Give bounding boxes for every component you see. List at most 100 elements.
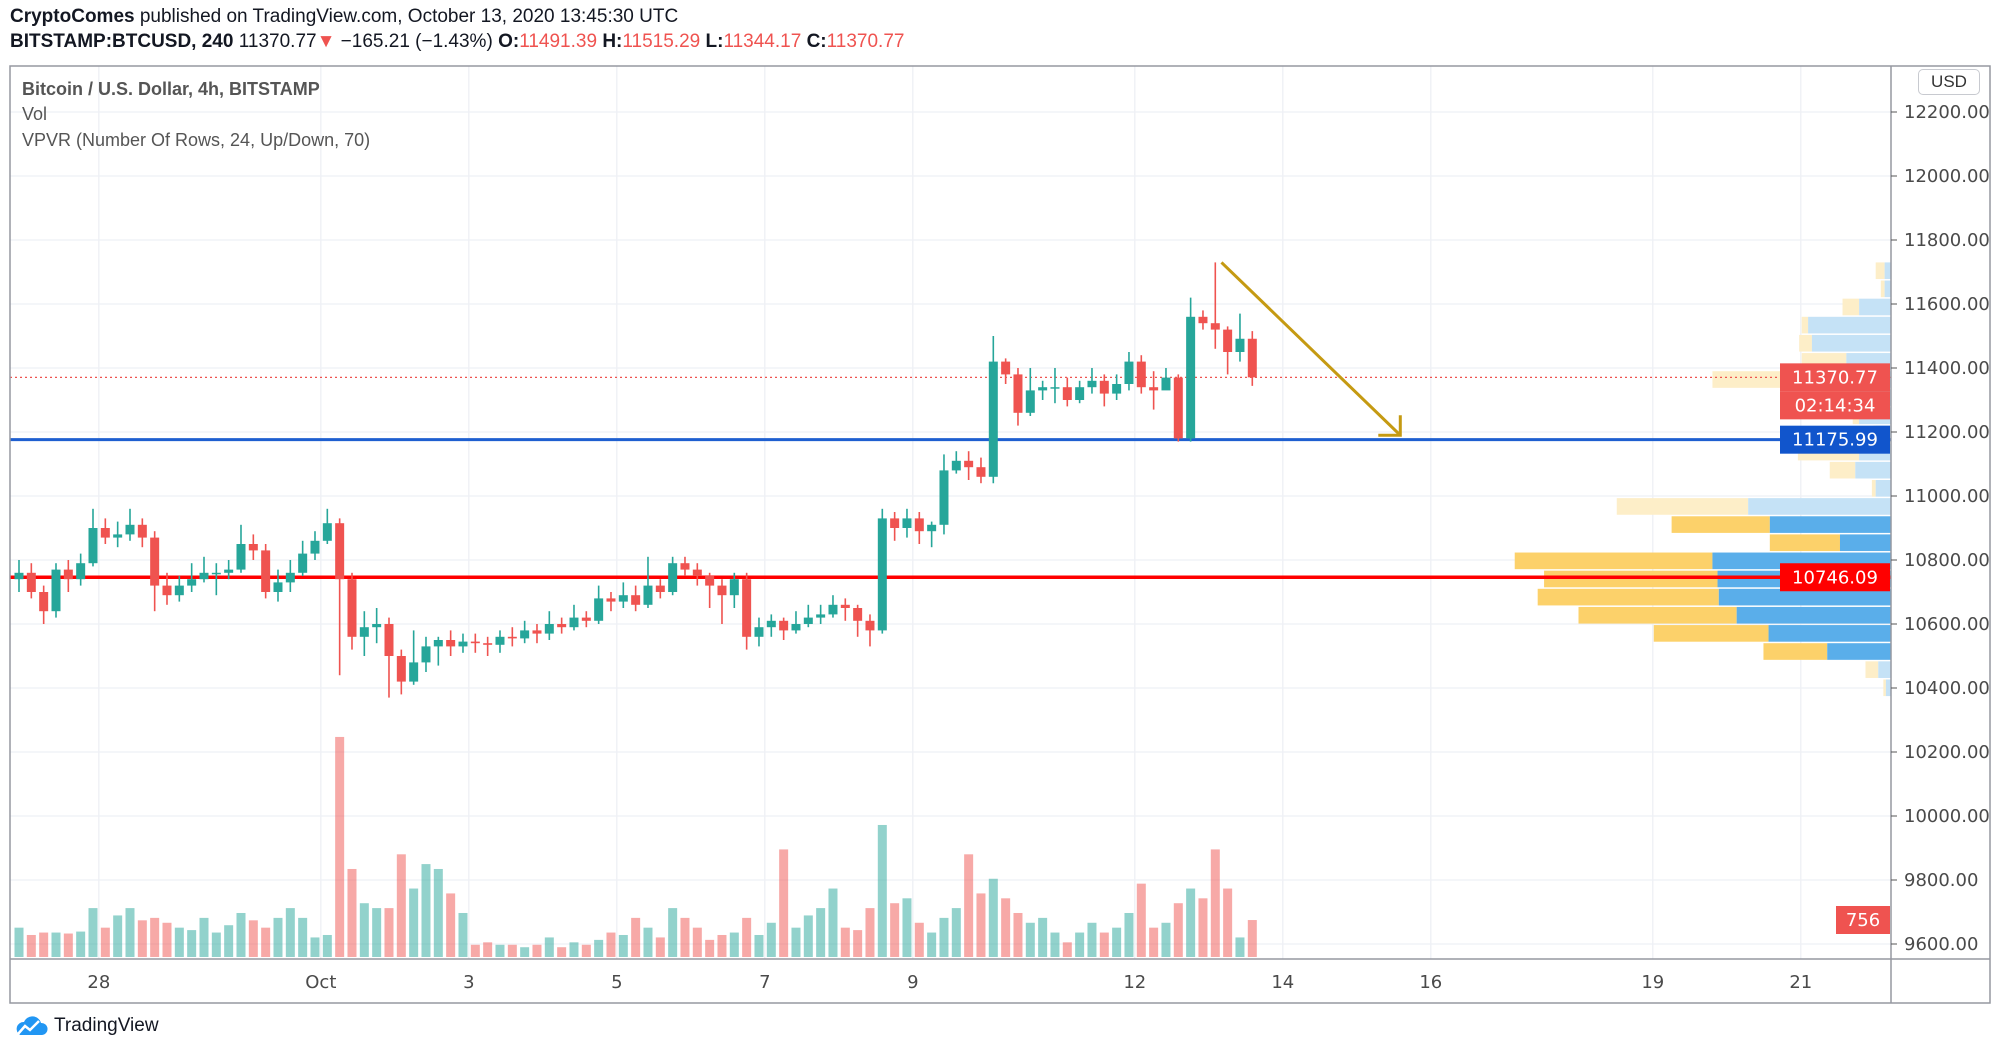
trend-arrow-line[interactable] [1220, 261, 1402, 437]
candles [14, 262, 1257, 698]
price-tick-label: 11400.00 [1904, 358, 1990, 379]
volume-bar [853, 930, 863, 957]
vp-row-down [1842, 298, 1860, 316]
low-label: L: [705, 31, 724, 52]
countdown-tag[interactable]: 02:14:34 [1795, 395, 1876, 416]
red-level-tag[interactable]: 10746.09 [1792, 567, 1878, 588]
price-change: −165.21 (−1.43%) [340, 31, 493, 52]
blue-level-tag[interactable]: 11175.99 [1792, 430, 1878, 451]
candle-body [261, 550, 271, 592]
candle-body [88, 528, 98, 564]
volume-bar [396, 854, 406, 957]
candle-body [618, 595, 628, 602]
volume-bar [51, 932, 61, 957]
vp-row-up [1718, 588, 1891, 606]
volume-bar [162, 922, 172, 957]
candle-body [902, 518, 912, 528]
volume-bar [816, 908, 826, 957]
vp-row-up [1811, 334, 1891, 352]
candle-body [14, 572, 24, 580]
candle-body [754, 627, 764, 637]
axes[interactable]: 12200.00 12000.00 11800.00 11600.00 11400.00… [9, 65, 1991, 1004]
volume-bar [150, 917, 160, 957]
symbol: BITSTAMP:BTCUSD, 240 [10, 31, 234, 52]
volume-tag[interactable]: 756 [1846, 910, 1880, 931]
volume-bar [705, 939, 715, 957]
volume-bar [1235, 937, 1245, 957]
author-name[interactable]: CryptoComes [10, 6, 135, 27]
chart-title[interactable]: Bitcoin / U.S. Dollar, 4h, BITSTAMP [22, 79, 320, 99]
volume-bar [248, 920, 258, 957]
volume-bar [557, 947, 567, 957]
close-label: C: [806, 31, 827, 52]
volume-bar [409, 888, 419, 957]
volume-bar [791, 927, 801, 957]
vp-row-up [1839, 534, 1891, 552]
volume-bar [433, 868, 443, 957]
volume-bar [976, 893, 986, 957]
publish-info: CryptoComes published on TradingView.com… [10, 6, 678, 28]
drawings[interactable] [1220, 261, 1402, 437]
candle-body [643, 585, 653, 605]
volume-bar [458, 912, 468, 957]
chart-frame [9, 65, 1991, 1004]
candle-body [310, 540, 320, 554]
volume-bar [359, 903, 369, 957]
candle-body [581, 617, 591, 621]
volume-bar [1050, 932, 1060, 957]
volume-bar [483, 942, 493, 957]
volume-bar [1161, 922, 1171, 957]
candle-body [1112, 384, 1122, 394]
currency-button[interactable]: USD [1918, 69, 1980, 95]
footer-brand[interactable]: TradingView [12, 1015, 159, 1037]
volume-bar [199, 917, 209, 957]
volume-bar [828, 888, 838, 957]
volume-bar [964, 854, 974, 957]
vp-row-up [1884, 262, 1891, 280]
volume-bar [88, 908, 98, 957]
last-price-tag[interactable]: 11370.77 [1792, 367, 1878, 388]
volume-bar [63, 933, 73, 957]
volume-bar [211, 932, 221, 957]
countdown-tag-bg [1780, 391, 1890, 420]
candle-body [507, 636, 517, 639]
time-tick-label: 14 [1271, 972, 1294, 993]
price-tick-label: 9600.00 [1904, 934, 1978, 955]
vpvr-legend[interactable]: VPVR (Number Of Rows, 24, Up/Down, 70) [22, 130, 371, 150]
time-tick-label: 16 [1419, 972, 1442, 993]
volume-bar [187, 930, 197, 957]
volume-bar [803, 915, 813, 957]
volume-bar [927, 932, 937, 957]
price-levels[interactable] [10, 376, 1891, 580]
time-tick-label: 28 [87, 972, 110, 993]
candle-body [187, 579, 197, 586]
vp-row-down [1883, 679, 1886, 697]
volume-bar [1062, 942, 1072, 957]
candle-body [335, 523, 345, 580]
vp-row-up [1884, 280, 1891, 298]
volume-bar [1124, 912, 1134, 957]
candle-body [840, 604, 850, 608]
volume-bar [100, 927, 110, 957]
volume-bar [779, 849, 789, 957]
vp-row-up [1859, 298, 1891, 316]
candle-body [569, 617, 579, 628]
volume-bar [655, 937, 665, 957]
candle-body [557, 624, 567, 628]
open-label: O: [498, 31, 520, 52]
candle-body [1173, 377, 1183, 439]
candle-body [1050, 387, 1060, 389]
volume-bar [495, 944, 505, 957]
candle-body [890, 518, 900, 528]
vp-row-down [1865, 661, 1879, 678]
candle-body [964, 460, 974, 468]
volume-legend[interactable]: Vol [22, 104, 48, 124]
volume-bar [347, 868, 357, 957]
volume-bar [729, 932, 739, 957]
candle-body [1161, 377, 1171, 391]
volume-bar [285, 908, 295, 957]
volume-bar [902, 898, 912, 957]
candle-body [1099, 380, 1109, 394]
vp-row-up [1827, 643, 1891, 660]
